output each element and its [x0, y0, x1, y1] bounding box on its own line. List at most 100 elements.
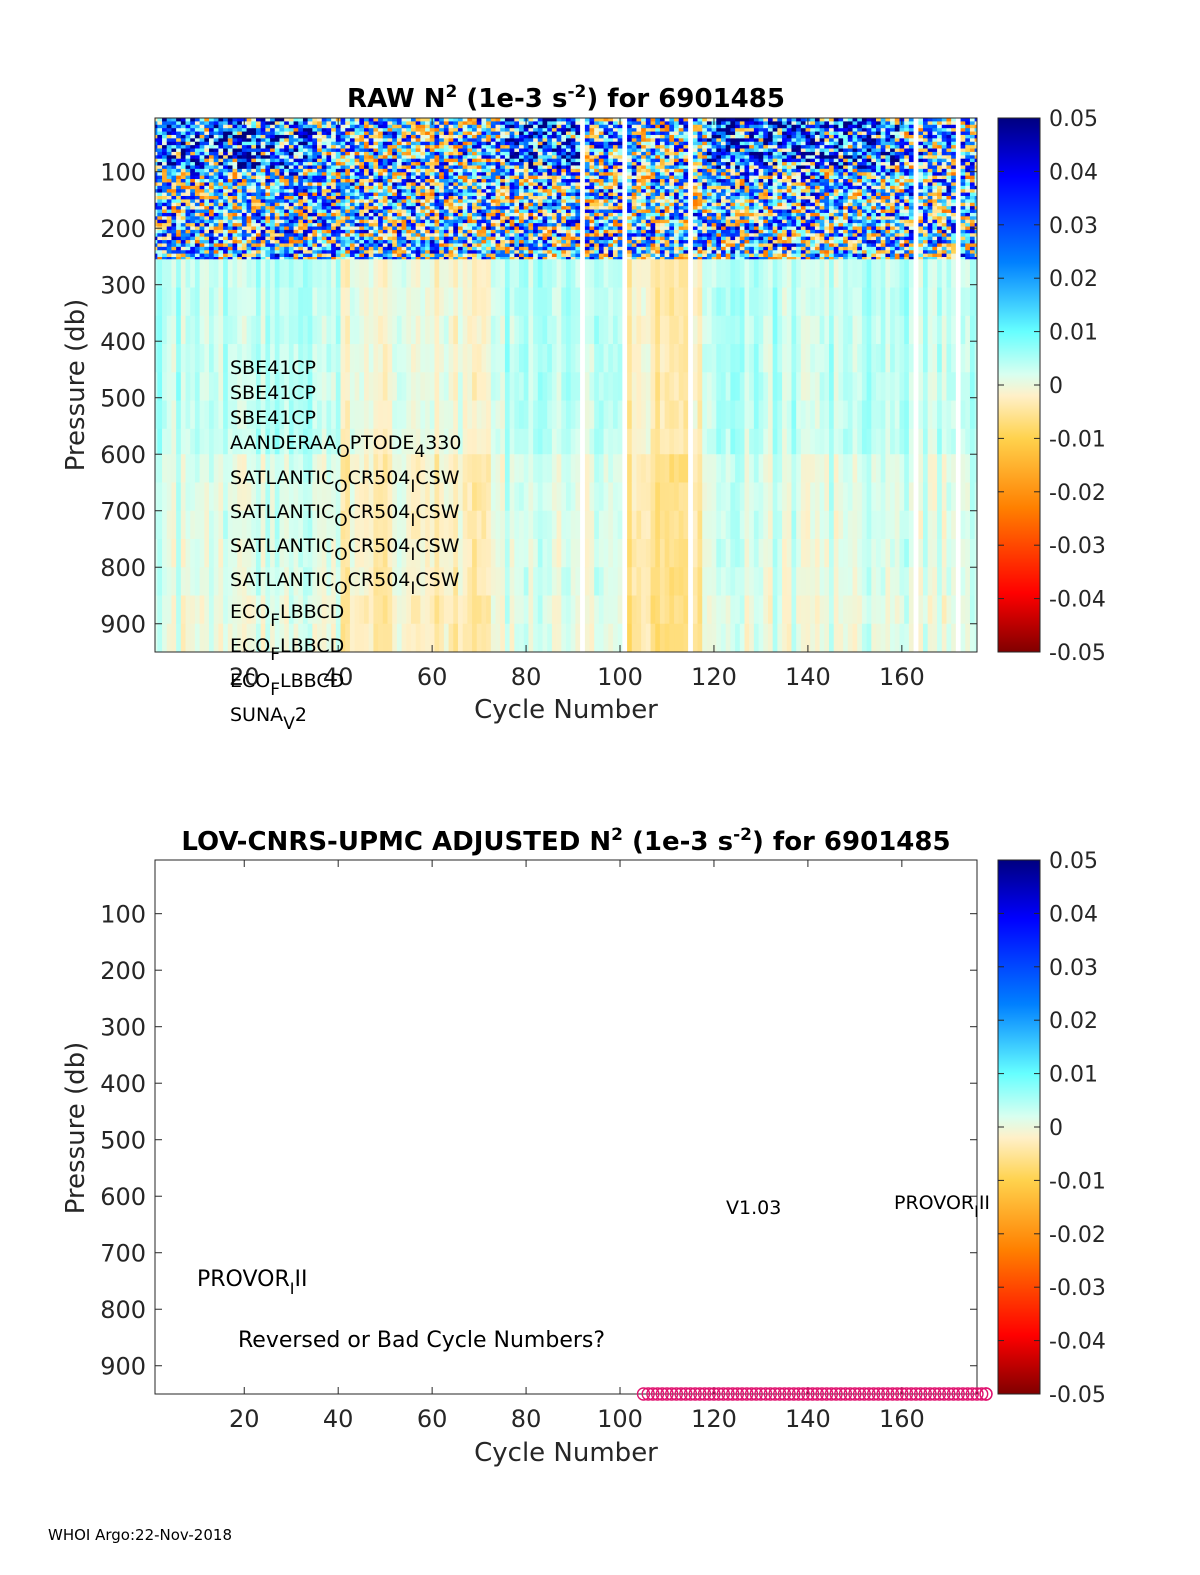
heatmap-cell [429, 199, 436, 204]
heatmap-cell [359, 172, 365, 177]
heatmap-cell [349, 118, 356, 122]
heatmap-cell [509, 189, 515, 194]
heatmap-cell [284, 372, 290, 402]
heatmap-cell [523, 179, 529, 184]
heatmap-cell [410, 192, 417, 197]
heatmap-cell [204, 219, 210, 224]
heatmap-cell [547, 162, 553, 167]
heatmap-cell [246, 165, 252, 170]
heatmap-cell [331, 131, 337, 136]
heatmap-cell [490, 240, 497, 245]
heatmap-cell [293, 209, 299, 214]
heatmap-cell [176, 158, 182, 163]
heatmap-cell [519, 145, 525, 150]
heatmap-cell [561, 315, 567, 345]
heatmap-cell [260, 344, 266, 373]
heatmap-cell [364, 229, 370, 234]
heatmap-cell [194, 141, 201, 146]
heatmap-cell [425, 206, 431, 211]
heatmap-cell [392, 155, 398, 160]
heatmap-cell [260, 192, 266, 197]
heatmap-cell [387, 209, 393, 214]
heatmap-cell [302, 179, 309, 184]
heatmap-cell [251, 209, 257, 214]
heatmap-cell [157, 246, 163, 251]
heatmap-cell [335, 372, 342, 402]
heatmap-cell [185, 118, 191, 122]
heatmap-cell [486, 212, 492, 217]
heatmap-cell [406, 168, 412, 173]
heatmap-cell [237, 287, 243, 317]
heatmap-cell [354, 223, 360, 228]
heatmap-cell [241, 344, 248, 373]
heatmap-cell [556, 138, 562, 143]
heatmap-cell [284, 192, 290, 197]
heatmap-cell [500, 131, 506, 136]
heatmap-cell [194, 216, 201, 221]
heatmap-cell [166, 428, 173, 455]
heatmap-cell [429, 223, 436, 228]
heatmap-cell [434, 182, 440, 187]
heatmap-cell [429, 195, 436, 200]
heatmap-cell [194, 185, 201, 190]
heatmap-cell [335, 165, 342, 170]
heatmap-cell [331, 538, 337, 568]
heatmap-cell [157, 185, 163, 190]
heatmap-cell [349, 219, 356, 224]
heatmap-cell [345, 259, 351, 289]
heatmap-cell [401, 138, 407, 143]
heatmap-cell [345, 243, 351, 248]
heatmap-cell [523, 192, 529, 197]
heatmap-cell [312, 257, 318, 260]
heatmap-cell [251, 162, 257, 167]
heatmap-cell [180, 510, 187, 540]
heatmap-cell [199, 216, 205, 221]
heatmap-cell [354, 246, 360, 251]
heatmap-cell [401, 179, 407, 184]
heatmap-cell [495, 158, 501, 163]
heatmap-cell [155, 253, 158, 258]
heatmap-cell [556, 189, 562, 194]
heatmap-cell [551, 567, 558, 597]
heatmap-cell [495, 124, 501, 129]
heatmap-cell [551, 138, 558, 143]
heatmap-cell [382, 233, 389, 238]
heatmap-cell [335, 623, 342, 652]
heatmap-cell [551, 124, 558, 129]
heatmap-cell [401, 240, 407, 245]
heatmap-cell [462, 287, 468, 317]
heatmap-cell [476, 482, 483, 512]
heatmap-cell [556, 250, 562, 255]
heatmap-cell [190, 287, 196, 317]
heatmap-cell [420, 162, 426, 167]
heatmap-cell [227, 158, 234, 163]
heatmap-cell [373, 223, 379, 228]
heatmap-cell [312, 315, 318, 345]
heatmap-cell [176, 428, 182, 455]
heatmap-cell [190, 400, 196, 430]
heatmap-cell [251, 595, 257, 625]
heatmap-cell [420, 623, 426, 652]
heatmap-cell [190, 121, 196, 126]
heatmap-cell [312, 155, 318, 160]
heatmap-cell [453, 141, 459, 146]
heatmap-cell [307, 454, 313, 484]
heatmap-cell [307, 510, 313, 540]
heatmap-cell [265, 138, 271, 143]
heatmap-cell [410, 128, 417, 133]
heatmap-cell [326, 121, 332, 126]
heatmap-cell [448, 165, 454, 170]
heatmap-cell [514, 209, 520, 214]
heatmap-cell [476, 182, 483, 187]
heatmap-cell [378, 179, 384, 184]
heatmap-cell [378, 185, 384, 190]
heatmap-cell [420, 118, 426, 122]
heatmap-cell [457, 567, 464, 597]
heatmap-cell [415, 233, 421, 238]
heatmap-cell [190, 315, 196, 345]
heatmap-cell [392, 223, 398, 228]
heatmap-cell [439, 454, 445, 484]
heatmap-cell [176, 212, 182, 217]
heatmap-cell [232, 233, 238, 238]
heatmap-cell [246, 253, 252, 258]
